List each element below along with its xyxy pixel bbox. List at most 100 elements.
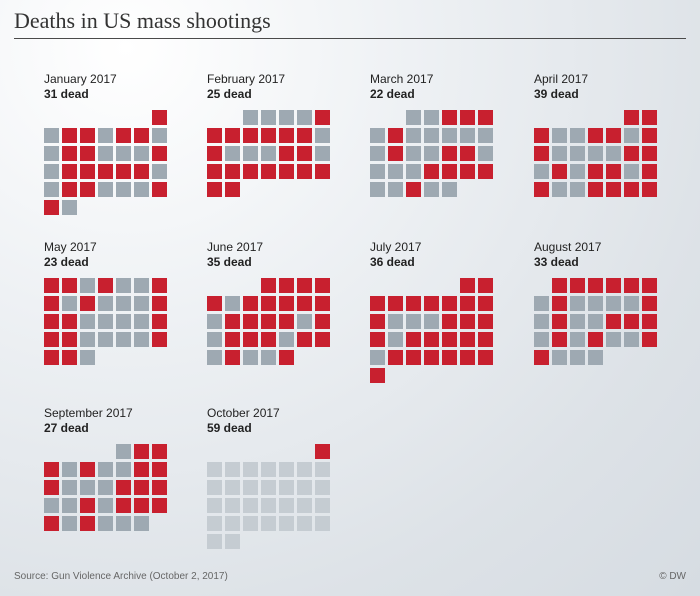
- day-cell: [424, 296, 439, 311]
- day-cell: [207, 498, 222, 513]
- day-cell: [243, 498, 258, 513]
- day-cell: [80, 462, 95, 477]
- day-cell: [388, 164, 403, 179]
- day-cell: [606, 164, 621, 179]
- month-name: September 2017: [44, 406, 133, 420]
- day-cell: [279, 480, 294, 495]
- day-cell: [261, 462, 276, 477]
- day-cell: [297, 146, 312, 161]
- chart-title: Deaths in US mass shootings: [14, 8, 271, 33]
- month-dead-count: 25 dead: [207, 87, 252, 101]
- day-cell: [370, 296, 385, 311]
- day-cell: [370, 146, 385, 161]
- day-cell: [388, 332, 403, 347]
- month-calendar-grid: [44, 240, 204, 380]
- day-cell: [116, 462, 131, 477]
- day-cell: [478, 278, 493, 293]
- day-cell: [570, 332, 585, 347]
- day-cell: [624, 314, 639, 329]
- day-cell: [534, 314, 549, 329]
- day-cell: [225, 296, 240, 311]
- day-cell: [552, 350, 567, 365]
- day-cell: [44, 462, 59, 477]
- day-cell: [279, 516, 294, 531]
- month-calendar-grid: [534, 72, 694, 212]
- month-dead-count: 31 dead: [44, 87, 89, 101]
- day-cell: [624, 110, 639, 125]
- day-cell: [44, 200, 59, 215]
- day-cell: [207, 462, 222, 477]
- day-cell: [478, 128, 493, 143]
- day-cell: [80, 278, 95, 293]
- day-cell: [80, 146, 95, 161]
- month-calendar-grid: [207, 240, 367, 380]
- day-cell: [624, 182, 639, 197]
- day-cell: [297, 278, 312, 293]
- day-cell: [642, 278, 657, 293]
- day-cell: [207, 350, 222, 365]
- day-cell: [588, 278, 603, 293]
- day-cell: [62, 128, 77, 143]
- day-cell: [62, 164, 77, 179]
- month-calendar-grid: [44, 406, 204, 546]
- day-cell: [62, 350, 77, 365]
- day-cell: [243, 332, 258, 347]
- day-cell: [98, 296, 113, 311]
- day-cell: [62, 462, 77, 477]
- day-cell: [243, 350, 258, 365]
- day-cell: [642, 110, 657, 125]
- month-calendar-grid: [370, 72, 530, 212]
- day-cell: [297, 296, 312, 311]
- month-name: January 2017: [44, 72, 117, 86]
- day-cell: [243, 164, 258, 179]
- day-cell: [460, 332, 475, 347]
- day-cell: [134, 462, 149, 477]
- day-cell: [588, 332, 603, 347]
- day-cell: [225, 516, 240, 531]
- day-cell: [44, 296, 59, 311]
- day-cell: [315, 444, 330, 459]
- day-cell: [80, 296, 95, 311]
- day-cell: [315, 462, 330, 477]
- day-cell: [152, 480, 167, 495]
- day-cell: [80, 164, 95, 179]
- day-cell: [534, 350, 549, 365]
- day-cell: [406, 182, 421, 197]
- day-cell: [243, 128, 258, 143]
- day-cell: [588, 350, 603, 365]
- day-cell: [478, 332, 493, 347]
- day-cell: [624, 164, 639, 179]
- day-cell: [388, 314, 403, 329]
- month-calendar-grid: [207, 72, 367, 212]
- day-cell: [315, 314, 330, 329]
- day-cell: [243, 462, 258, 477]
- day-cell: [62, 182, 77, 197]
- day-cell: [80, 498, 95, 513]
- day-cell: [116, 278, 131, 293]
- month-name: March 2017: [370, 72, 434, 86]
- day-cell: [588, 128, 603, 143]
- day-cell: [261, 350, 276, 365]
- day-cell: [606, 314, 621, 329]
- month-name: April 2017: [534, 72, 589, 86]
- day-cell: [44, 146, 59, 161]
- day-cell: [424, 314, 439, 329]
- day-cell: [370, 128, 385, 143]
- day-cell: [44, 314, 59, 329]
- day-cell: [44, 182, 59, 197]
- day-cell: [552, 296, 567, 311]
- day-cell: [534, 296, 549, 311]
- day-cell: [606, 296, 621, 311]
- day-cell: [80, 128, 95, 143]
- day-cell: [207, 128, 222, 143]
- day-cell: [207, 534, 222, 549]
- day-cell: [62, 278, 77, 293]
- day-cell: [116, 296, 131, 311]
- day-cell: [315, 296, 330, 311]
- day-cell: [207, 516, 222, 531]
- day-cell: [225, 164, 240, 179]
- day-cell: [261, 516, 276, 531]
- day-cell: [44, 516, 59, 531]
- day-cell: [261, 296, 276, 311]
- day-cell: [116, 164, 131, 179]
